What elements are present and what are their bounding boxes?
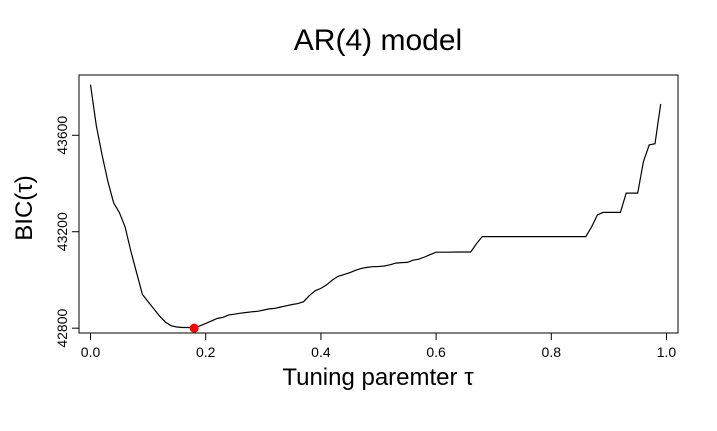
- x-tick-label: 0.0: [81, 344, 101, 360]
- x-tick-label: 0.8: [542, 344, 562, 360]
- y-tick-label: 42800: [54, 309, 70, 348]
- y-tick-label: 43600: [54, 116, 70, 155]
- x-axis-label: Tuning paremter τ: [282, 364, 474, 391]
- y-axis-label: BIC(τ): [11, 175, 38, 240]
- chart-title: AR(4) model: [294, 24, 462, 57]
- y-axis: 42800 43200 43600: [54, 116, 79, 348]
- x-tick-label: 0.4: [311, 344, 331, 360]
- x-tick-label: 0.6: [426, 344, 446, 360]
- y-tick-label: 43200: [54, 212, 70, 251]
- min-bic-point: [189, 323, 199, 333]
- bic-line: [89, 84, 662, 329]
- x-tick-label: 0.2: [196, 344, 216, 360]
- x-tick-label: 1.0: [657, 344, 677, 360]
- plot-frame: [78, 74, 679, 334]
- x-axis: 0.0 0.2 0.4 0.6 0.8 1.0: [81, 333, 677, 360]
